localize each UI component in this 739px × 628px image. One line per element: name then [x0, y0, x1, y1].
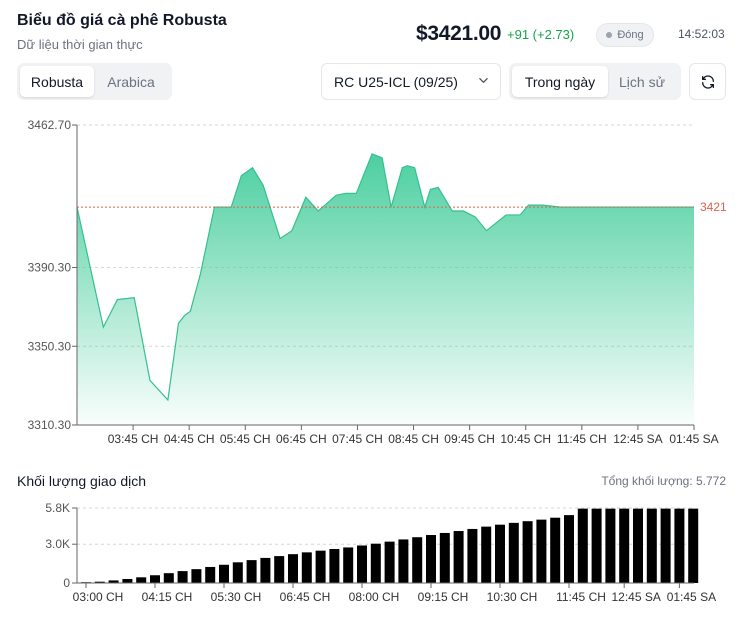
volume-bar	[246, 560, 257, 583]
tab-history[interactable]: Lịch sử	[619, 73, 665, 90]
volume-bar	[412, 537, 423, 583]
contract-select-value: RC U25-ICL (09/25)	[334, 73, 458, 90]
volume-bar	[453, 531, 464, 583]
status-dot-icon	[606, 32, 613, 38]
x-tick-label: 12:45 SA	[613, 432, 662, 446]
x-tick-label: 03:00 CH	[73, 590, 124, 604]
x-tick-label: 12:45 SA	[612, 590, 661, 604]
volume-bar	[315, 550, 326, 583]
x-tick-label: 10:30 CH	[487, 590, 538, 604]
y-tick-label: 5.8K	[45, 501, 70, 515]
x-tick-label: 01:45 SA	[667, 590, 716, 604]
volume-bar	[108, 580, 119, 583]
y-tick-label: 3350.30	[28, 339, 72, 353]
x-tick-label: 11:45 CH	[556, 590, 606, 604]
volume-bar	[370, 543, 381, 583]
market-status-badge: Đóng	[596, 23, 654, 47]
range-tabs: Trong ngày Lịch sử	[509, 63, 681, 100]
volume-bar	[150, 575, 160, 583]
x-tick-label: 08:45 CH	[388, 432, 439, 446]
volume-bar	[205, 566, 216, 583]
y-tick-label: 3310.30	[28, 418, 72, 432]
volume-title: Khối lượng giao dịch	[17, 473, 147, 489]
clock: 14:52:03	[678, 27, 725, 41]
commodity-tabs: Robusta Arabica	[17, 63, 172, 100]
volume-bar	[495, 524, 505, 583]
volume-bar	[564, 515, 574, 583]
volume-bar	[522, 521, 533, 583]
refresh-button[interactable]	[689, 63, 726, 100]
volume-bar	[301, 552, 312, 583]
x-tick-label: 06:45 CH	[280, 590, 331, 604]
volume-bar	[288, 554, 298, 583]
volume-bar	[619, 508, 630, 583]
volume-total: Tổng khối lượng: 5.772	[601, 474, 726, 488]
volume-bar	[163, 573, 174, 583]
y-tick-label: 3.0K	[45, 537, 70, 551]
volume-bar	[426, 535, 436, 583]
y-tick-label: 0	[63, 576, 70, 590]
y-tick-label: 3462.70	[28, 118, 72, 132]
volume-bar	[633, 508, 643, 583]
volume-bar	[660, 508, 671, 583]
volume-bar	[688, 508, 699, 583]
market-status-label: Đóng	[617, 29, 644, 41]
volume-bar	[646, 508, 657, 583]
x-tick-label: 05:30 CH	[211, 590, 262, 604]
x-tick-label: 06:45 CH	[276, 432, 327, 446]
volume-bar	[274, 556, 285, 583]
volume-bar	[94, 581, 105, 583]
volume-bar	[357, 545, 367, 583]
volume-bar	[605, 508, 616, 583]
volume-bar	[260, 557, 271, 583]
tab-intraday[interactable]: Trong ngày	[512, 66, 608, 97]
x-tick-label: 04:15 CH	[142, 590, 193, 604]
x-tick-label: 09:15 CH	[418, 590, 469, 604]
volume-bar	[439, 532, 450, 583]
volume-bar	[136, 577, 147, 583]
price-change: +91 (+2.73)	[507, 27, 575, 42]
x-tick-label: 01:45 SA	[669, 432, 718, 446]
x-tick-label: 10:45 CH	[500, 432, 551, 446]
reference-label: 3421	[700, 200, 727, 214]
x-tick-label: 05:45 CH	[220, 432, 271, 446]
price-line	[76, 153, 694, 402]
volume-bar	[343, 547, 354, 583]
volume-bar	[536, 519, 547, 583]
x-tick-label: 08:00 CH	[349, 590, 400, 604]
price-area	[77, 153, 694, 425]
x-tick-label: 03:45 CH	[108, 432, 159, 446]
volume-bar	[467, 528, 478, 583]
x-tick-label: 11:45 CH	[557, 432, 607, 446]
volume-bar	[591, 508, 602, 583]
volume-chart: 5.8K 3.0K 003:00 CH 04:15 CH 05:30 CH 06:45 C…	[45, 501, 716, 604]
volume-bar	[577, 508, 588, 583]
volume-bar	[508, 522, 519, 583]
page-title: Biểu đồ giá cà phê Robusta	[17, 12, 227, 29]
page-subtitle: Dữ liệu thời gian thực	[17, 37, 143, 52]
chevron-down-icon	[479, 78, 488, 83]
volume-bar	[398, 539, 409, 583]
y-tick-label: 3390.30	[28, 261, 72, 275]
volume-bar	[481, 526, 492, 583]
volume-bar	[550, 517, 561, 583]
contract-select[interactable]: RC U25-ICL (09/25)	[321, 63, 501, 100]
volume-bar	[232, 562, 243, 583]
x-tick-label: 04:45 CH	[164, 432, 215, 446]
volume-bar	[177, 571, 188, 583]
volume-bar	[674, 508, 685, 583]
volume-bar	[219, 564, 229, 583]
x-tick-label: 09:45 CH	[444, 432, 495, 446]
volume-bar	[122, 578, 133, 583]
refresh-icon	[701, 74, 714, 89]
volume-bar	[191, 569, 202, 583]
volume-bar	[384, 541, 395, 583]
volume-bar	[329, 548, 340, 583]
current-price: $3421.00	[416, 22, 502, 45]
price-chart: 3462.70 3390.30 3350.30 3310.30 3421 03:45 CH…	[28, 118, 727, 446]
tab-robusta[interactable]: Robusta	[20, 66, 94, 97]
x-tick-label: 07:45 CH	[332, 432, 383, 446]
tab-arabica[interactable]: Arabica	[107, 73, 155, 90]
